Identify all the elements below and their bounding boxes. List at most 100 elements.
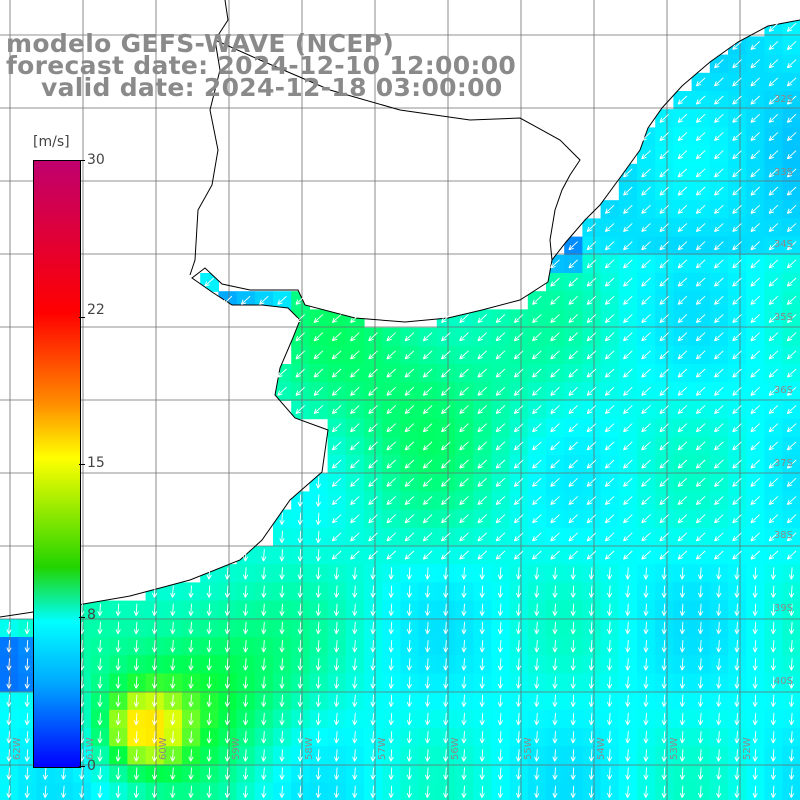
- wind-arrow: [734, 694, 740, 707]
- wind-arrow: [515, 712, 522, 726]
- wind-arrow: [224, 658, 230, 671]
- wind-arrow: [623, 186, 633, 196]
- wind-arrow: [752, 749, 758, 762]
- wind-arrow: [461, 640, 467, 653]
- wind-arrow: [331, 368, 342, 378]
- wind-arrow: [206, 640, 212, 653]
- wind-arrow: [224, 621, 230, 635]
- wind-arrow: [534, 694, 540, 707]
- wind-arrow: [170, 785, 176, 798]
- wind-arrow: [352, 567, 358, 580]
- wind-arrow: [604, 496, 615, 506]
- wind-arrow: [350, 532, 360, 542]
- wind-arrow: [586, 259, 597, 269]
- latitude-label: 36S: [774, 385, 793, 396]
- wind-arrow: [279, 621, 285, 635]
- wind-arrow: [115, 621, 121, 635]
- wind-arrow: [170, 749, 176, 762]
- wind-arrow: [42, 767, 48, 780]
- wind-arrow: [315, 712, 321, 726]
- longitude-label: 56W: [450, 737, 461, 760]
- wind-arrow: [623, 496, 633, 506]
- longitude-label: 58W: [304, 737, 315, 760]
- wind-arrow: [404, 514, 415, 524]
- wind-arrow: [623, 386, 633, 396]
- wind-arrow: [188, 712, 194, 726]
- wind-arrow: [441, 550, 451, 560]
- wind-arrow: [386, 477, 397, 487]
- wind-arrow: [534, 585, 540, 598]
- wind-arrow: [477, 532, 488, 542]
- wind-arrow: [222, 295, 233, 305]
- wind-arrow: [677, 241, 688, 251]
- wind-arrow: [297, 585, 303, 598]
- latitude-label: 40S: [774, 676, 793, 687]
- wind-arrow: [732, 550, 742, 560]
- wind-arrow: [350, 350, 360, 360]
- wind-vectors: [6, 22, 797, 798]
- wind-arrow: [534, 603, 540, 616]
- wind-arrow: [697, 567, 704, 580]
- wind-arrow: [459, 386, 469, 396]
- wind-arrow: [170, 712, 176, 726]
- wind-arrow: [570, 785, 576, 798]
- wind-arrow: [786, 168, 797, 178]
- wind-arrow: [732, 532, 742, 542]
- wind-arrow: [443, 694, 449, 707]
- colorbar-tickmark: [79, 617, 85, 618]
- wind-arrow: [188, 585, 194, 598]
- wind-arrow: [716, 767, 722, 780]
- wind-arrow: [333, 658, 340, 671]
- wind-arrow: [60, 767, 67, 780]
- wind-arrow: [770, 585, 776, 598]
- wind-arrow: [570, 567, 576, 580]
- wind-arrow: [333, 676, 340, 689]
- wind-arrow: [497, 585, 503, 598]
- wind-arrow: [734, 658, 740, 671]
- wind-arrow: [368, 441, 378, 451]
- wind-arrow: [532, 295, 542, 305]
- wind-arrow: [443, 585, 449, 598]
- wind-arrow: [370, 640, 376, 653]
- wind-arrow: [752, 658, 758, 671]
- wind-arrow: [261, 676, 267, 689]
- wind-arrow: [331, 550, 342, 560]
- wind-arrow: [623, 368, 633, 378]
- wind-arrow: [732, 95, 742, 105]
- wind-arrow: [515, 640, 522, 653]
- wind-arrow: [532, 496, 542, 506]
- wind-arrow: [677, 204, 688, 214]
- wind-arrow: [422, 368, 433, 378]
- wind-arrow: [97, 640, 103, 653]
- wind-arrow: [641, 423, 651, 433]
- wind-arrow: [441, 514, 451, 524]
- wind-arrow: [151, 621, 158, 635]
- wind-arrow: [350, 314, 360, 324]
- wind-arrow: [623, 441, 633, 451]
- wind-arrow: [677, 496, 688, 506]
- wind-arrow: [404, 477, 415, 487]
- wind-arrow: [477, 477, 488, 487]
- wind-arrow: [604, 204, 615, 214]
- wind-arrow: [315, 585, 321, 598]
- wind-arrow: [734, 785, 740, 798]
- colorbar-unit: [m/s]: [33, 134, 70, 150]
- wind-arrow: [315, 621, 321, 635]
- wind-arrow: [422, 350, 433, 360]
- colorbar-tickmark: [79, 766, 85, 767]
- wind-arrow: [788, 567, 795, 580]
- wind-arrow: [661, 694, 667, 707]
- wind-arrow: [768, 59, 779, 69]
- wind-arrow: [368, 386, 378, 396]
- wind-arrow: [188, 640, 194, 653]
- wind-arrow: [625, 585, 631, 598]
- wind-arrow: [60, 785, 67, 798]
- wind-arrow: [133, 640, 139, 653]
- wind-arrow: [604, 550, 615, 560]
- wind-arrow: [786, 550, 797, 560]
- wind-arrow: [625, 658, 631, 671]
- wind-arrow: [495, 459, 506, 469]
- wind-arrow: [115, 731, 121, 744]
- wind-arrow: [568, 532, 579, 542]
- wind-arrow: [623, 459, 633, 469]
